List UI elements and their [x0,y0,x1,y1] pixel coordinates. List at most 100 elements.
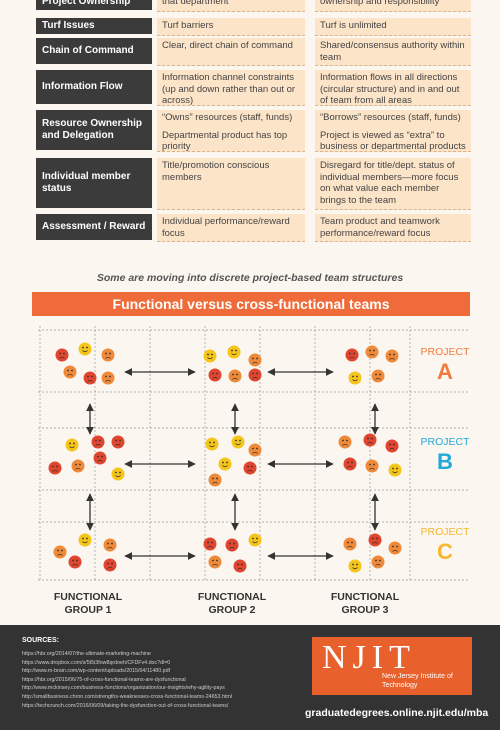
face [65,438,79,452]
face-eye [105,375,107,378]
table-cell: Shared/consensus authority within team [315,38,471,66]
face-mouth [235,443,241,446]
face-eye [226,461,228,464]
face-mouth [105,379,111,382]
face [248,443,262,457]
face-eye [69,442,71,445]
face-eye [373,463,375,466]
table-cell: Individual performance/reward focus [157,214,305,242]
face-eye [392,545,394,548]
face [388,463,402,477]
face [227,345,241,359]
face [208,473,222,487]
face [203,349,217,363]
face [91,435,105,449]
face-eye [216,477,218,480]
subtitle: Some are moving into discrete project-ba… [96,272,404,284]
face-mouth [222,465,228,468]
face-eye [241,563,243,566]
face-mouth [212,563,218,566]
face-eye [79,463,81,466]
group-label: GROUP 2 [208,604,255,616]
face-mouth [252,451,258,454]
cell-text: Information channel constraints (up and … [162,72,296,106]
face-eye [252,447,254,450]
face-eye [256,372,258,375]
cell-text: Shared/consensus authority within team [320,40,465,63]
face [111,467,125,481]
face-eye [63,352,65,355]
sources-title: SOURCES: [22,637,59,644]
face-eye [237,563,239,566]
face-eye [207,541,209,544]
table-cell: Turf barriers [157,18,305,36]
face-eye [109,375,111,378]
face-eye [351,461,353,464]
face-eye [231,349,233,352]
face-eye [212,477,214,480]
cell-text: Disregard for title/dept. status of indi… [320,160,459,206]
source-url: https://hbr.org/2014/07/the-ultimate-mar… [22,651,151,657]
face-mouth [67,373,73,376]
table-cell: Disregard for title/dept. status of indi… [315,158,471,210]
source-url: https://www.dropbox.com/s/5t5i3fow8qrdoe… [22,659,171,666]
group-label: GROUP 3 [341,604,388,616]
face-mouth [232,377,238,380]
face-eye [212,559,214,562]
face [101,348,115,362]
face-eye [396,545,398,548]
table-cell: Team product and teamwork performance/re… [315,214,471,242]
face-mouth [252,376,258,379]
face-eye [115,471,117,474]
face-eye [372,537,374,540]
face-eye [389,353,391,356]
table-row: Resource Ownership and Delegation “Owns” … [0,110,500,152]
face [371,555,385,569]
face [233,559,247,573]
face-eye [247,465,249,468]
cell-text: Information flows in all directions (cir… [320,72,460,106]
face-mouth [87,379,93,382]
project-letter: A [437,359,453,384]
table-row: Turf Issues Turf barriers Turf is unlimite… [0,18,500,36]
face [248,353,262,367]
face-eye [235,439,237,442]
cell-text: Individual performance/reward focus [162,216,290,239]
face [63,365,77,379]
face [93,451,107,465]
face [388,541,402,555]
table-row: Assessment / Reward Individual performanc… [0,214,500,242]
face-mouth [247,469,253,472]
face [101,371,115,385]
face-eye [369,463,371,466]
face [103,538,117,552]
face-mouth [69,446,75,449]
cell-text: Project is viewed as “extra” to business… [320,129,466,153]
face-eye [256,537,258,540]
source-url: http://www.m-brain.com/wp-content/upload… [22,668,171,675]
face-mouth [107,566,113,569]
table-cell: Turf is unlimited [315,18,471,36]
face-eye [347,541,349,544]
face [385,349,399,363]
face-eye [375,559,377,562]
face [365,459,379,473]
face [228,369,242,383]
group-label: FUNCTIONAL [331,591,400,603]
face-eye [75,463,77,466]
face-eye [119,471,121,474]
table-row: Individual member status Title/promotion … [0,158,500,210]
face-mouth [389,357,395,360]
face-eye [95,439,97,442]
face-mouth [212,376,218,379]
face-eye [82,537,84,540]
row-label: Project Ownership [36,0,152,10]
face [363,433,377,447]
face [55,348,69,362]
face [225,538,239,552]
face [348,371,362,385]
face-mouth [252,541,258,544]
face [78,533,92,547]
face-eye [56,465,58,468]
